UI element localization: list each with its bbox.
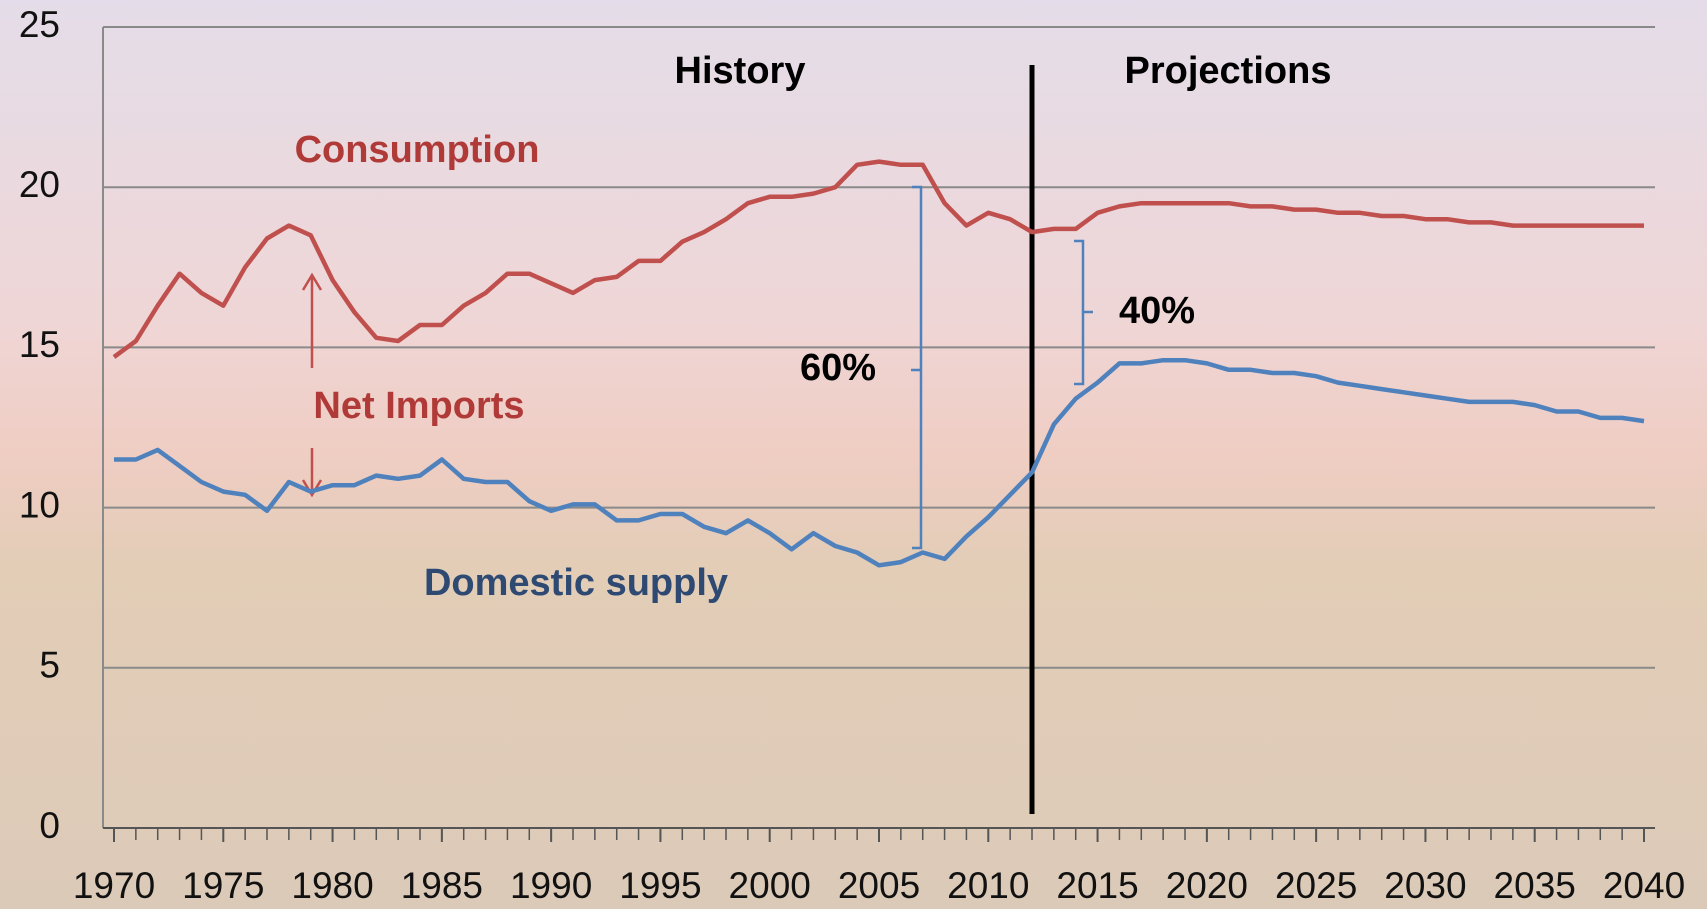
share-label: 60% <box>800 347 876 389</box>
x-tick-label: 2035 <box>1494 865 1576 906</box>
net-imports-label: Net Imports <box>313 385 524 427</box>
x-tick-label: 2040 <box>1603 865 1685 906</box>
x-tick-label: 2010 <box>947 865 1029 906</box>
x-tick-label: 2025 <box>1275 865 1357 906</box>
y-tick-label: 15 <box>19 324 60 365</box>
series-label: Consumption <box>295 129 540 171</box>
x-tick-label: 2015 <box>1056 865 1138 906</box>
x-tick-label: 1995 <box>619 865 701 906</box>
x-tick-label: 1985 <box>401 865 483 906</box>
y-tick-label: 0 <box>39 805 60 846</box>
series-label: Domestic supply <box>424 562 728 604</box>
x-tick-label: 2005 <box>838 865 920 906</box>
y-tick-label: 20 <box>19 164 60 205</box>
series-line <box>112 159 1644 359</box>
bracket-40 <box>1074 239 1093 386</box>
y-tick-label: 25 <box>19 4 60 45</box>
share-label: 40% <box>1119 290 1195 332</box>
net-imports-arrows <box>301 272 323 498</box>
y-tick-label: 5 <box>39 645 60 686</box>
projections-label: Projections <box>1125 50 1332 92</box>
lines <box>112 159 1645 568</box>
y-tick-label: 10 <box>19 484 60 525</box>
bracket-60 <box>911 185 923 550</box>
x-tick-label: 2000 <box>729 865 811 906</box>
x-tick-label: 1990 <box>510 865 592 906</box>
history-label: History <box>675 50 806 92</box>
x-tick-label: 1970 <box>73 865 155 906</box>
x-tick-label: 2020 <box>1166 865 1248 906</box>
x-tick-label: 1980 <box>291 865 373 906</box>
x-tick-label: 1975 <box>182 865 264 906</box>
x-tick-label: 2030 <box>1384 865 1466 906</box>
series-line <box>114 357 1645 568</box>
